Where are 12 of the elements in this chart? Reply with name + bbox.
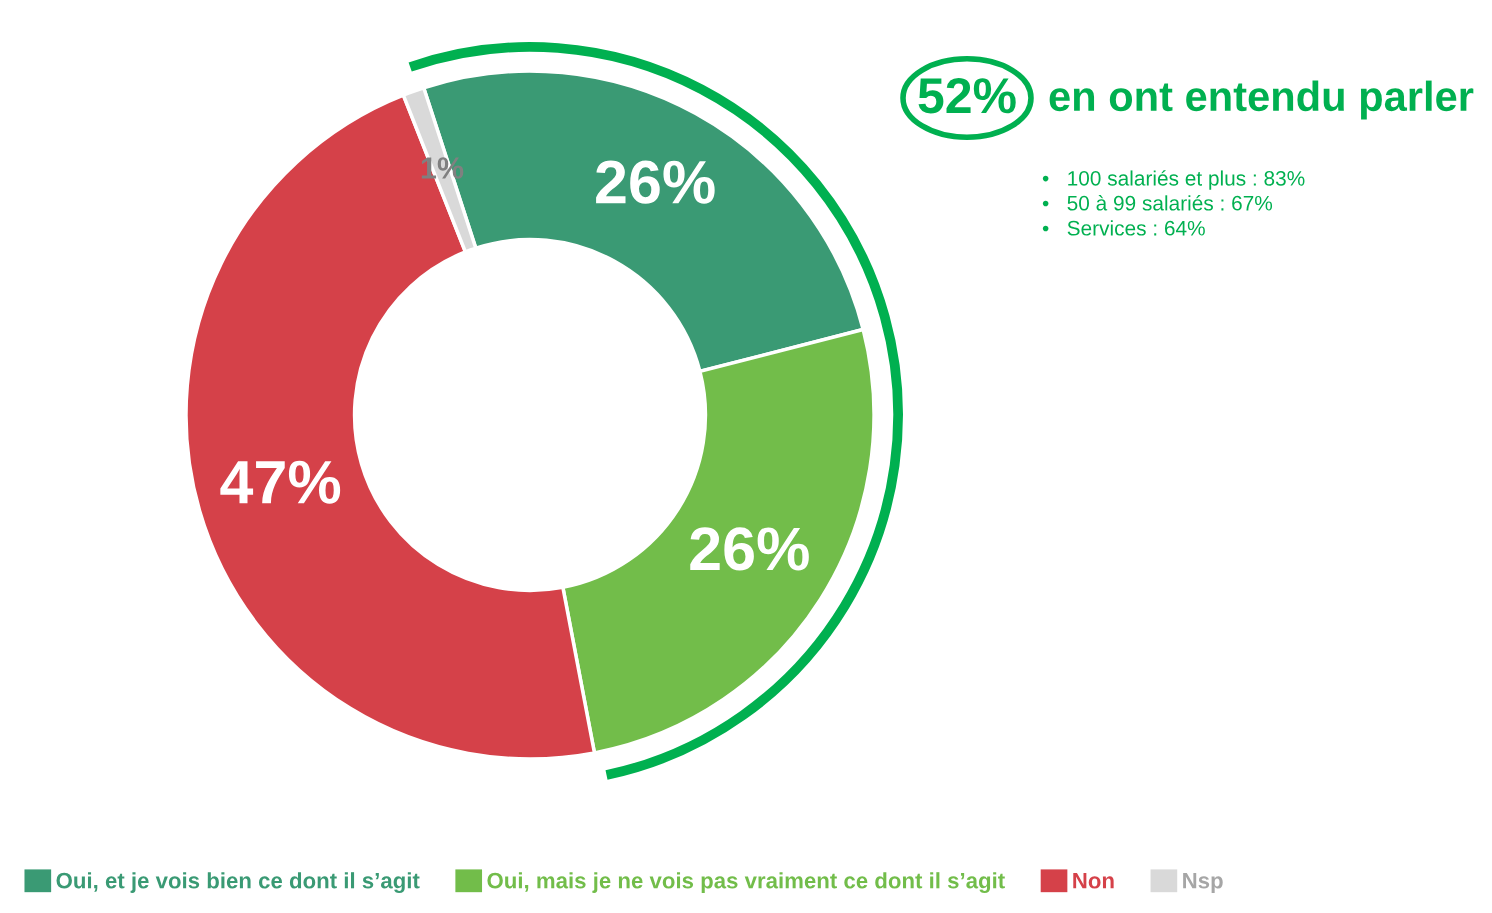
data-label: 47% (220, 460, 341, 504)
legend-label: Oui, mais je ne vois pas vraiment ce dont il s’agit (487, 872, 1005, 893)
text: 52% (918, 78, 1016, 114)
legend-label: Non (1073, 873, 1114, 889)
legend-label: Nsp (1183, 873, 1223, 893)
text: • 100 salariés et plus : 83% (1042, 170, 1305, 190)
text: • Services : 64% (1042, 220, 1205, 236)
data-label: 26% (596, 160, 715, 204)
text: • 50 à 99 salariés : 67% (1042, 195, 1273, 211)
legend-label: Oui, et je vois bien ce dont il s’agit (56, 872, 420, 893)
text: en ont entendu parler (1049, 80, 1474, 120)
data-label: 26% (690, 527, 809, 571)
